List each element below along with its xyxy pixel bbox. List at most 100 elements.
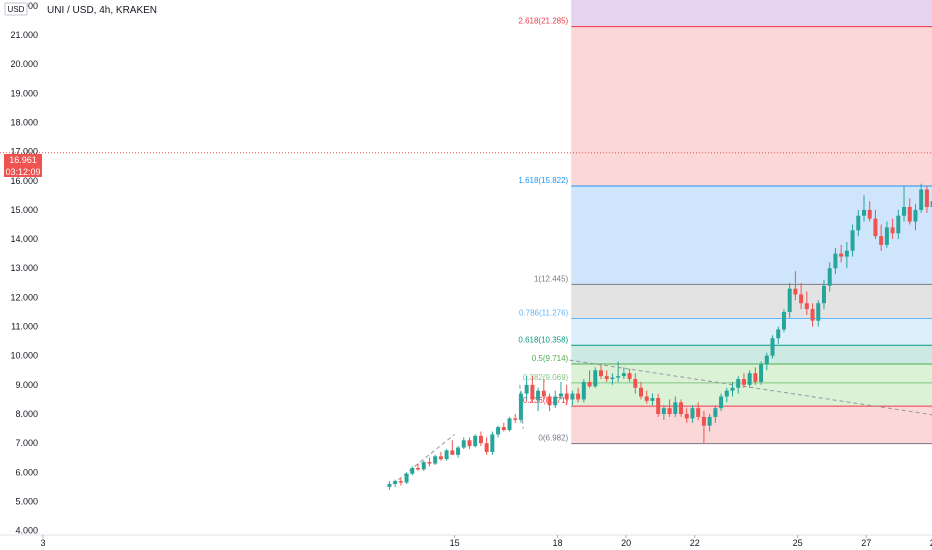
candle-body (884, 227, 889, 245)
y-tick-label: 6.000 (15, 467, 38, 477)
candle-body (604, 376, 609, 380)
candle-body (564, 393, 569, 400)
y-tick-label: 20.000 (10, 59, 38, 69)
candle-body (810, 309, 815, 321)
candle-body (438, 456, 443, 460)
x-tick-label: 29 (930, 538, 932, 548)
currency-label: USD (8, 5, 25, 14)
countdown-box (4, 166, 42, 177)
candle-body (427, 462, 432, 464)
y-tick-label: 8.000 (15, 409, 38, 419)
candle-body (587, 381, 592, 387)
y-tick-label: 21.000 (10, 30, 38, 40)
y-tick-label: 15.000 (10, 205, 38, 215)
candle-body (776, 329, 781, 339)
candle-body (524, 384, 529, 394)
price-tag-value: 16.961 (9, 155, 37, 165)
fib-level-label: 0.786(11.276) (519, 308, 569, 317)
x-tick-label: 27 (861, 538, 871, 548)
candle-body (696, 408, 701, 417)
candle-body (781, 311, 786, 330)
candle-body (627, 373, 632, 380)
candle-body (879, 236, 884, 245)
symbol-title: UNI / USD, 4h, KRAKEN (47, 5, 157, 16)
candle-body (827, 268, 832, 286)
candle-body (673, 402, 678, 415)
x-tick-label: 22 (690, 538, 700, 548)
candle-body (747, 373, 752, 385)
candle-body (713, 408, 718, 417)
candle-body (839, 253, 844, 257)
candle-body (816, 303, 821, 321)
candle-body (867, 209, 872, 219)
y-tick-label: 5.000 (15, 496, 38, 506)
candle-body (404, 473, 409, 483)
candle-body (513, 418, 518, 420)
candle-body (890, 227, 895, 234)
candle-body (907, 207, 912, 222)
currency-box[interactable] (4, 2, 28, 16)
fib-zone (571, 185, 932, 285)
y-tick-label: 12.000 (10, 292, 38, 302)
fib-zone (571, 406, 932, 444)
candle-body (473, 435, 478, 447)
candle-body (398, 481, 403, 483)
candle-body (581, 381, 586, 400)
fib-level-label: 0.5(9.714) (532, 354, 569, 363)
y-tick-label: 4.000 (15, 526, 38, 536)
candle-body (701, 416, 706, 426)
y-tick-label: 19.000 (10, 88, 38, 98)
candle-body (896, 215, 901, 234)
candle-body (530, 384, 535, 400)
candle-body (576, 393, 581, 400)
y-tick-label: 18.000 (10, 117, 38, 127)
fib-zone (571, 26, 932, 186)
trend-line (392, 434, 455, 485)
candle-body (759, 364, 764, 382)
fib-zone (571, 382, 932, 407)
candle-body (456, 447, 461, 455)
candle-body (433, 456, 438, 464)
candle-body (804, 303, 809, 310)
y-tick-label: 17.000 (10, 147, 38, 157)
x-tick-label: 15 (450, 538, 460, 548)
candle-body (753, 373, 758, 382)
candle-body (461, 440, 466, 448)
candle-body (707, 416, 712, 426)
trend-line (569, 359, 932, 416)
candle-body (536, 390, 541, 400)
candle-body (913, 209, 918, 222)
fib-zone (571, 318, 932, 346)
candle-body (644, 396, 649, 401)
candle-body (593, 370, 598, 387)
candle-body (724, 390, 729, 397)
y-tick-label: 13.000 (10, 263, 38, 273)
y-tick-label: 11.000 (11, 322, 38, 332)
candle-body (793, 288, 798, 295)
candle-body (770, 338, 775, 356)
candle-body (690, 408, 695, 419)
y-tick-label: 10.000 (10, 351, 38, 361)
candle-body (736, 379, 741, 388)
fib-level-label: 0.236(8.271) (523, 396, 569, 405)
candle-body (924, 189, 929, 208)
candle-body (610, 377, 615, 380)
candle-body (639, 387, 644, 397)
candle-body (496, 427, 501, 435)
candle-body (501, 427, 506, 431)
candle-body (650, 397, 655, 401)
candle-body (450, 450, 455, 455)
candle-body (821, 285, 826, 304)
candle-body (387, 483, 392, 487)
candle-body (558, 393, 563, 397)
fibonacci-extension-tool[interactable]: 2.618(21.285) 1.618(15.822) 1(12.445) 0.786… (518, 0, 932, 445)
y-tick-label: 9.000 (15, 380, 38, 390)
current-price-tag: 16.961 03:12:09 (4, 154, 42, 177)
fib-zone (571, 345, 932, 365)
candle-body (490, 434, 495, 452)
countdown-value: 03:12:09 (5, 167, 40, 177)
candle-body (719, 396, 724, 409)
candle-body (484, 443, 489, 452)
